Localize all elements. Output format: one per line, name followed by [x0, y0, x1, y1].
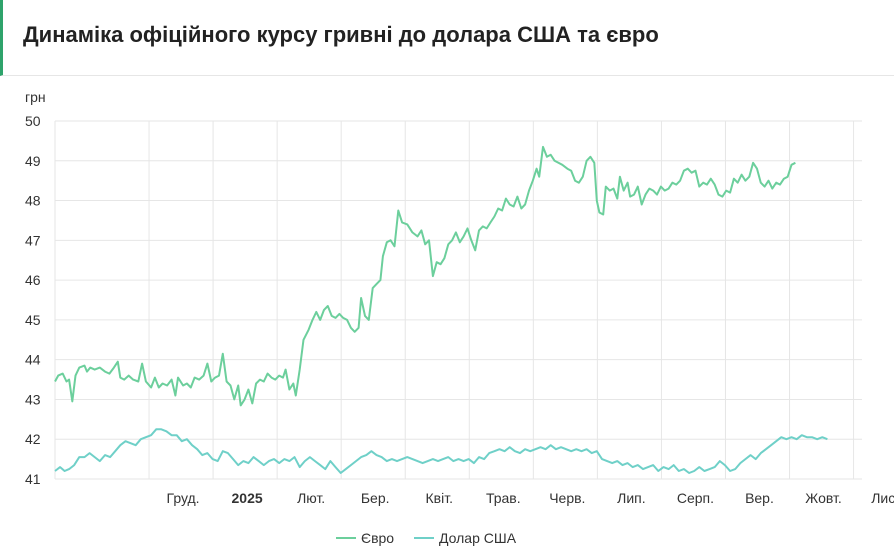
x-tick-label: Квіт. — [426, 490, 453, 506]
chart-header: Динаміка офіційного курсу гривні до дола… — [0, 0, 894, 76]
x-tick-label: Лип. — [617, 490, 645, 506]
legend-item-euro[interactable]: Євро — [336, 530, 394, 546]
x-tick-label: Жовт. — [805, 490, 841, 506]
x-tick-label: Вер. — [745, 490, 774, 506]
x-tick-label: 2025 — [232, 490, 263, 506]
x-tick-label: Черв. — [549, 490, 585, 506]
x-tick-label: Лист. — [871, 490, 894, 506]
x-axis: Груд. 2025 Лют. Бер. Квіт. Трав. Черв. Лип. Серп… — [167, 490, 894, 506]
y-tick-label: 47 — [25, 232, 41, 248]
legend-label: Євро — [361, 530, 394, 546]
x-tick-label: Бер. — [361, 490, 390, 506]
x-tick-label: Лют. — [297, 490, 325, 506]
legend[interactable]: Євро Долар США — [336, 530, 517, 546]
y-tick-label: 48 — [25, 193, 41, 209]
x-tick-label: Трав. — [486, 490, 521, 506]
x-tick-label: Груд. — [167, 490, 200, 506]
series-line-usd — [54, 428, 828, 474]
y-tick-label: 46 — [25, 272, 41, 288]
x-tick-label: Серп. — [677, 490, 714, 506]
series-line-euro — [54, 145, 796, 407]
chart-title: Динаміка офіційного курсу гривні до дола… — [23, 22, 659, 47]
y-axis: 41 42 43 44 45 46 47 48 49 50 грн — [25, 89, 46, 487]
y-tick-label: 42 — [25, 431, 41, 447]
y-tick-label: 49 — [25, 153, 41, 169]
y-tick-label: 45 — [25, 312, 41, 328]
legend-label: Долар США — [439, 530, 517, 546]
y-tick-label: 50 — [25, 113, 41, 129]
y-axis-label: грн — [25, 89, 46, 105]
legend-item-usd[interactable]: Долар США — [414, 530, 517, 546]
series — [54, 145, 828, 474]
y-tick-label: 44 — [25, 352, 41, 368]
y-tick-label: 41 — [25, 471, 41, 487]
y-tick-label: 43 — [25, 391, 41, 407]
